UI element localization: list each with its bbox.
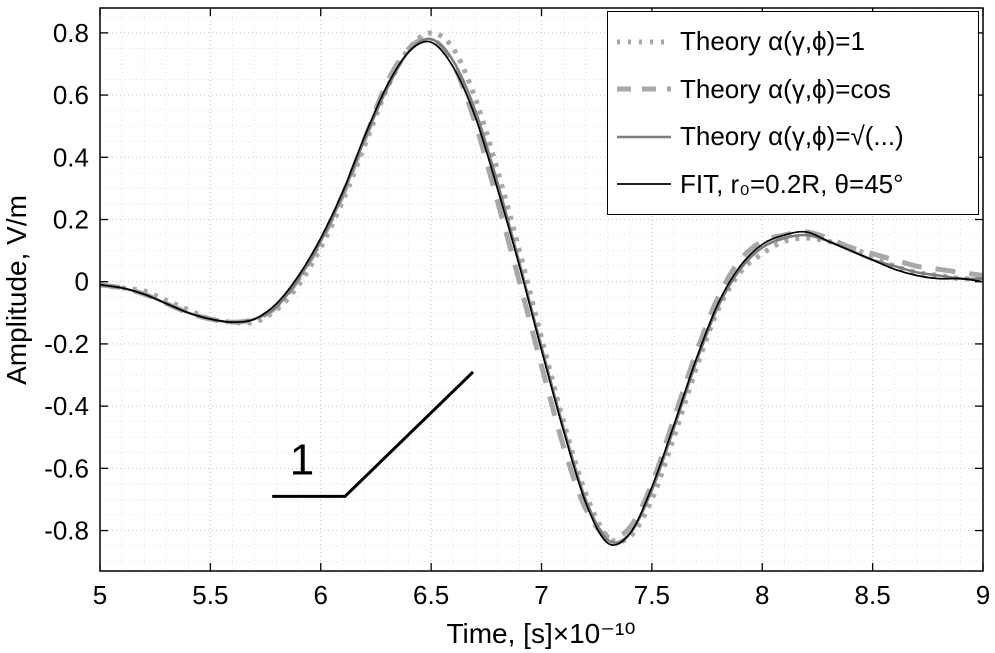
legend-line-sample-theory-1 (617, 39, 671, 45)
x-tick-label: 8 (755, 580, 769, 610)
y-tick-label: -0.6 (44, 453, 89, 483)
x-tick-label: 7 (534, 580, 548, 610)
legend-item-fit: FIT, r₀=0.2R, θ=45° (615, 161, 970, 207)
legend-box: Theory α(γ,ϕ)=1 Theory α(γ,ϕ)=cos Theory α… (607, 11, 979, 215)
y-tick-label: 0.2 (53, 205, 89, 235)
y-tick-label: 0.8 (53, 18, 89, 48)
series-theory-cos (99, 35, 984, 541)
tick-labels: 5 5.5 6 6.5 7 7.5 8 8.5 9 -0.8 -0.6 -0.4 -0.2 0 0.2 0.4… (44, 18, 990, 610)
x-tick-label: 6 (314, 580, 328, 610)
x-axis-label: Time, [s]×10⁻¹⁰ (446, 618, 635, 649)
series-fit (99, 40, 984, 546)
y-tick-label: -0.2 (44, 329, 89, 359)
y-tick-label: 0.4 (53, 142, 89, 172)
x-tick-label: 8.5 (855, 580, 891, 610)
x-tick-label: 5 (93, 580, 107, 610)
legend-item-label: Theory α(γ,ϕ)=√(...) (680, 121, 904, 152)
legend-item-theory-sqrt: Theory α(γ,ϕ)=√(...) (615, 114, 970, 160)
legend-line-sample-theory-sqrt (617, 135, 671, 139)
x-tick-label: 5.5 (192, 580, 228, 610)
x-tick-label: 9 (976, 580, 990, 610)
slope-annotation-label: 1 (290, 436, 314, 485)
y-tick-label: 0 (75, 267, 89, 297)
legend-line-sample-theory-cos (617, 86, 671, 92)
legend-item-label: FIT, r₀=0.2R, θ=45° (680, 168, 904, 199)
legend-item-theory-1: Theory α(γ,ϕ)=1 (615, 19, 970, 65)
legend-line-sample-fit (617, 183, 671, 186)
legend-item-label: Theory α(γ,ϕ)=cos (680, 73, 891, 104)
axis-ticks (99, 8, 984, 571)
series-curves (99, 30, 984, 546)
y-tick-label: -0.4 (44, 391, 89, 421)
x-tick-label: 6.5 (413, 580, 449, 610)
slope-annotation: 1 (272, 370, 475, 498)
legend-item-label: Theory α(γ,ϕ)=1 (680, 26, 865, 57)
y-tick-label: 0.6 (53, 80, 89, 110)
y-tick-label: -0.8 (44, 516, 89, 546)
legend-item-theory-cos: Theory α(γ,ϕ)=cos (615, 66, 970, 112)
y-axis-label: Amplitude, V/m (1, 195, 32, 385)
x-tick-label: 7.5 (634, 580, 670, 610)
